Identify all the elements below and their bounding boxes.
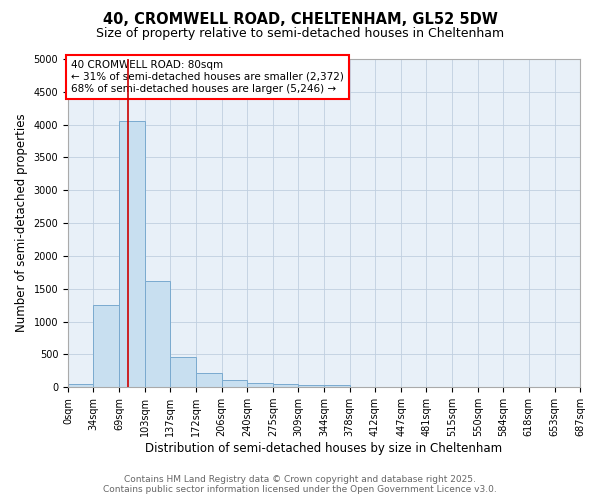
Bar — [325, 386, 350, 387]
Text: 40, CROMWELL ROAD, CHELTENHAM, GL52 5DW: 40, CROMWELL ROAD, CHELTENHAM, GL52 5DW — [103, 12, 497, 28]
Text: Size of property relative to semi-detached houses in Cheltenham: Size of property relative to semi-detach… — [96, 28, 504, 40]
Bar — [94, 305, 119, 387]
Text: Contains HM Land Registry data © Crown copyright and database right 2025.
Contai: Contains HM Land Registry data © Crown c… — [103, 474, 497, 494]
Bar — [145, 281, 170, 387]
Bar — [273, 384, 298, 387]
Bar — [119, 122, 145, 387]
Bar — [68, 384, 94, 387]
Bar — [196, 374, 221, 387]
Bar — [298, 385, 325, 387]
Text: 40 CROMWELL ROAD: 80sqm
← 31% of semi-detached houses are smaller (2,372)
68% of: 40 CROMWELL ROAD: 80sqm ← 31% of semi-de… — [71, 60, 344, 94]
Bar — [247, 384, 273, 387]
Y-axis label: Number of semi-detached properties: Number of semi-detached properties — [15, 114, 28, 332]
Bar — [221, 380, 247, 387]
X-axis label: Distribution of semi-detached houses by size in Cheltenham: Distribution of semi-detached houses by … — [145, 442, 503, 455]
Bar — [170, 357, 196, 387]
